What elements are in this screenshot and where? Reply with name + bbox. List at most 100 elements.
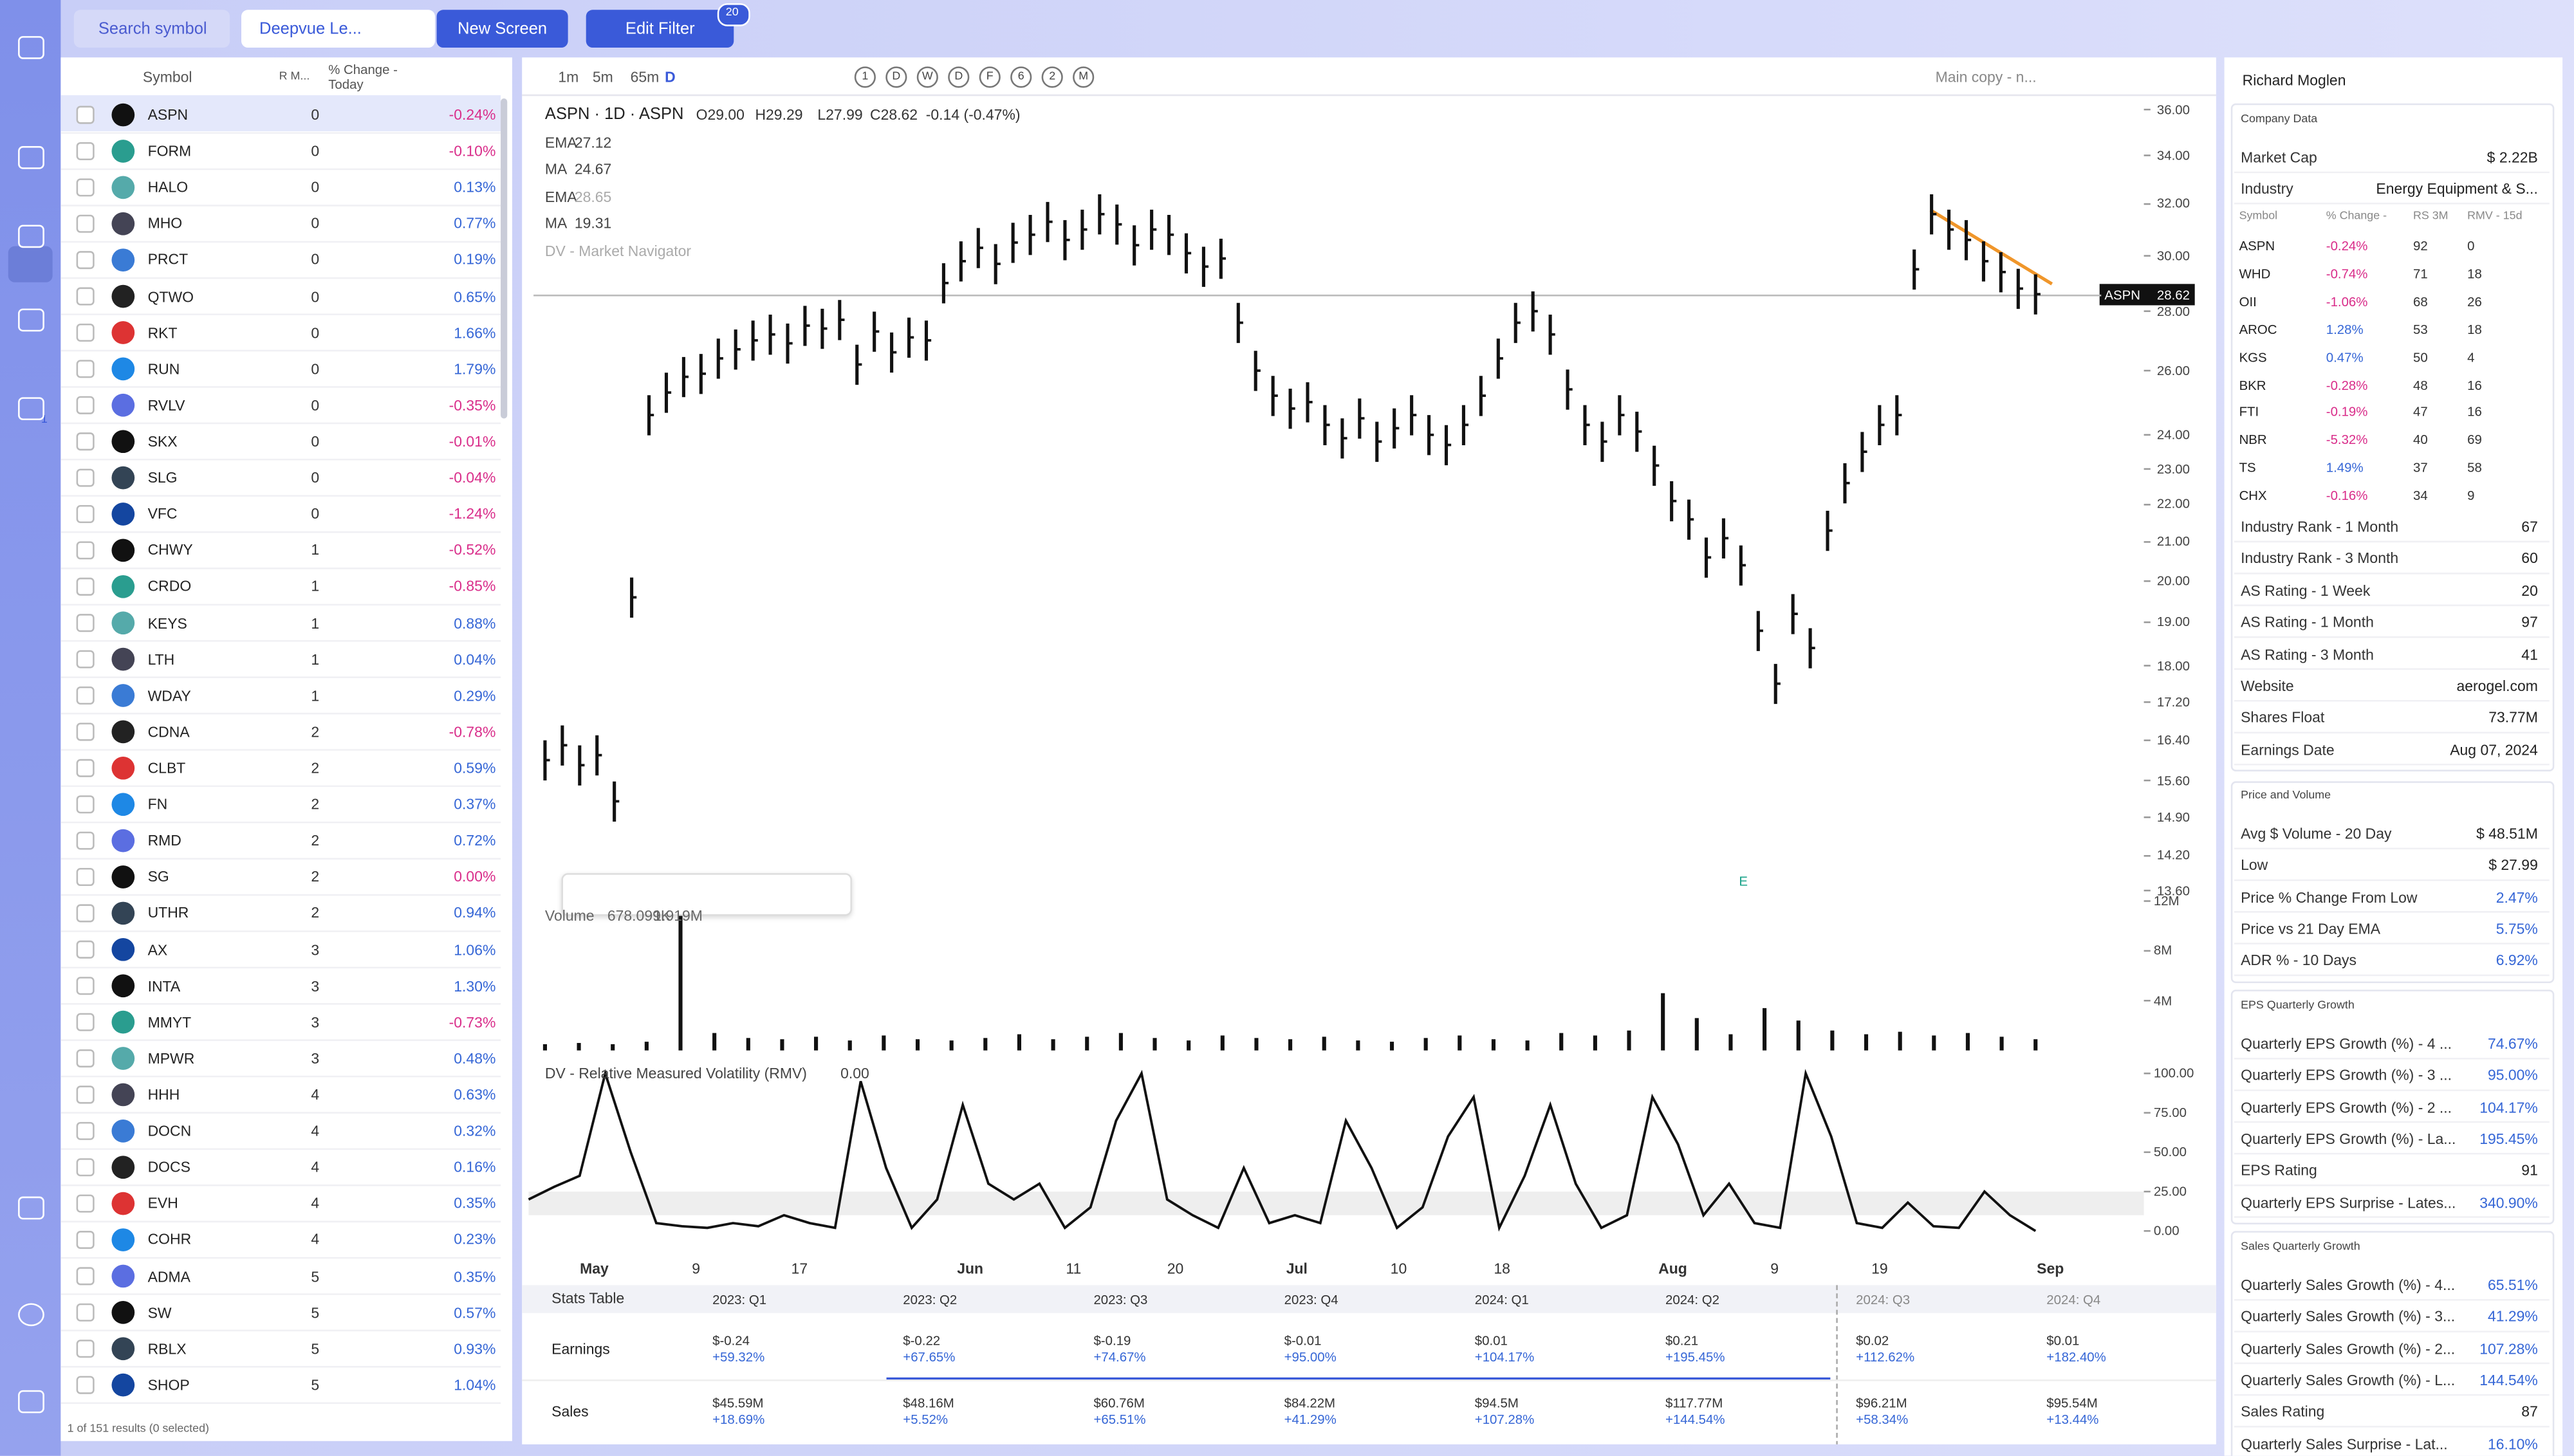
symbol[interactable]: AX [147,941,168,958]
symbol[interactable]: SG [147,869,169,885]
symbol[interactable]: MPWR [147,1050,195,1067]
row-checkbox[interactable] [76,831,95,850]
symbol[interactable]: HALO [147,179,189,196]
symbol[interactable]: UTHR [147,905,189,922]
sidebar-active[interactable] [8,246,53,282]
symbol[interactable]: QTWO [147,288,194,305]
range-button[interactable] [1041,66,1063,88]
range-button[interactable] [979,66,1001,88]
user-name[interactable]: Richard Moglen [2242,72,2346,89]
edit-filter-button[interactable] [586,10,734,48]
row-checkbox[interactable] [76,614,95,632]
symbol[interactable]: DOCN [147,1123,192,1139]
row-checkbox[interactable] [76,468,95,487]
row-checkbox[interactable] [76,1303,95,1322]
range-button[interactable] [916,66,938,88]
symbol[interactable]: SKX [147,433,178,450]
new-screen-label[interactable]: New Screen [458,20,548,39]
row-checkbox[interactable] [76,504,95,524]
row-checkbox[interactable] [76,1231,95,1249]
symbol[interactable]: CHWY [147,542,193,559]
symbol[interactable]: DOCS [147,1159,190,1175]
sidebar-icon[interactable] [18,36,44,59]
sidebar-icon[interactable] [18,1390,44,1414]
row-checkbox[interactable] [76,904,95,923]
symbol[interactable]: SHOP [147,1376,190,1394]
symbol[interactable]: MMYT [147,1013,192,1031]
new-screen-button[interactable] [436,10,568,48]
row-checkbox[interactable] [76,214,95,233]
row-checkbox[interactable] [76,723,95,741]
row-checkbox[interactable] [76,1085,95,1104]
symbol[interactable]: FORM [147,143,192,160]
row-checkbox[interactable] [76,795,95,814]
row-checkbox[interactable] [76,106,95,124]
layout-name[interactable]: Main copy - n... [1935,69,2037,86]
symbol[interactable]: PRCT [147,252,189,268]
symbol[interactable]: CRDO [147,578,192,595]
row-checkbox[interactable] [76,323,95,342]
row-checkbox[interactable] [76,1013,95,1031]
symbol[interactable]: LTH [147,650,175,668]
symbol[interactable]: RBLX [147,1340,187,1357]
timeframe[interactable]: D [665,69,676,86]
row-checkbox[interactable] [76,650,95,668]
range-button[interactable] [948,66,970,88]
row-checkbox[interactable] [76,396,95,414]
sidebar-icon[interactable] [18,308,44,332]
row-checkbox[interactable] [76,759,95,777]
range-button[interactable] [854,66,876,88]
sidebar-icon[interactable] [18,1303,44,1327]
sidebar-icon[interactable] [18,397,44,421]
row-checkbox[interactable] [76,178,95,197]
symbol[interactable]: FN [147,796,168,813]
row-checkbox[interactable] [76,1049,95,1068]
symbol[interactable]: RKT [147,324,178,341]
search-button[interactable] [73,10,230,48]
symbol[interactable]: CDNA [147,723,190,741]
timeframe[interactable]: 5m [592,69,613,86]
symbol[interactable]: WDAY [147,687,191,704]
range-button[interactable] [885,66,907,88]
range-button[interactable] [1073,66,1095,88]
sidebar-icon[interactable] [18,1196,44,1220]
row-checkbox[interactable] [76,1376,95,1394]
timeframe[interactable]: 1m [558,69,579,86]
row-checkbox[interactable] [76,577,95,596]
row-checkbox[interactable] [76,142,95,161]
row-checkbox[interactable] [76,867,95,887]
row-checkbox[interactable] [76,1121,95,1140]
row-checkbox[interactable] [76,977,95,995]
timeframe[interactable]: 65m [630,69,660,86]
row-checkbox[interactable] [76,287,95,306]
row-checkbox[interactable] [76,1194,95,1213]
drawing-toolbar[interactable] [561,873,852,916]
row-checkbox[interactable] [76,251,95,270]
search-label[interactable]: Search symbol [98,20,207,39]
symbol[interactable]: KEYS [147,614,187,631]
symbol[interactable]: MHO [147,216,183,232]
row-checkbox[interactable] [76,940,95,959]
edit-filter-label[interactable]: Edit Filter [625,20,695,39]
symbol[interactable]: INTA [147,977,181,994]
symbol[interactable]: RVLV [147,397,185,414]
symbol[interactable]: EVH [147,1195,178,1212]
range-button[interactable] [1010,66,1032,88]
symbol[interactable]: HHH [147,1086,180,1103]
screen-tab[interactable] [241,10,436,48]
row-checkbox[interactable] [76,1267,95,1286]
symbol[interactable]: COHR [147,1231,192,1248]
sidebar-icon[interactable] [18,146,44,169]
symbol[interactable]: CLBT [147,760,186,777]
row-checkbox[interactable] [76,1340,95,1358]
symbol[interactable]: ADMA [147,1267,190,1285]
row-checkbox[interactable] [76,432,95,451]
symbol[interactable]: RMD [147,832,181,849]
row-checkbox[interactable] [76,1158,95,1177]
row-checkbox[interactable] [76,541,95,560]
symbol[interactable]: RUN [147,360,180,378]
row-checkbox[interactable] [76,686,95,705]
sidebar-icon[interactable] [18,225,44,248]
symbol[interactable]: SW [147,1304,172,1321]
symbol[interactable]: ASPN [147,106,189,124]
